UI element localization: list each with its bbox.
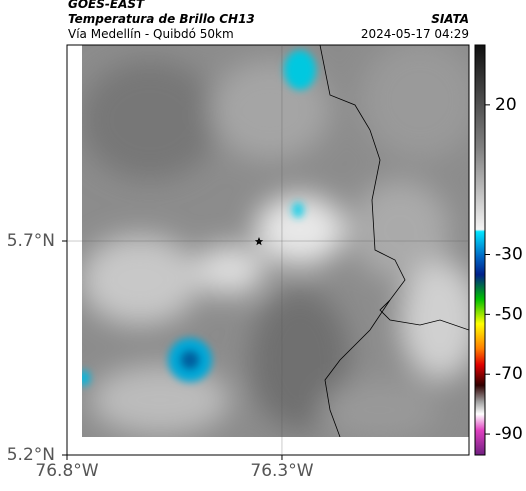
map-frame xyxy=(66,44,470,456)
x-tick-label: 76.8°W xyxy=(35,461,98,481)
x-tick-label: 76.3°W xyxy=(250,461,313,481)
y-tick-label: 5.7°N xyxy=(7,231,55,251)
subtitle: Temperatura de Brillo CH13 xyxy=(68,12,255,26)
source: SIATA xyxy=(431,12,469,26)
colorbar-tick-label: 20 xyxy=(495,95,517,115)
satellite-image xyxy=(82,45,469,437)
colorbar-tick-label: -30 xyxy=(495,244,523,264)
colorbar-tick-label: -90 xyxy=(495,424,523,444)
caption: Vía Medellín - Quibdó 50km xyxy=(68,27,234,41)
colorbar-tick-label: -50 xyxy=(495,304,523,324)
colorbar-tick-label: -70 xyxy=(495,364,523,384)
title: GOES-EAST xyxy=(68,0,145,11)
colorbar xyxy=(474,44,486,456)
timestamp: 2024-05-17 04:29 xyxy=(361,27,469,41)
y-tick-label: 5.2°N xyxy=(7,445,55,465)
